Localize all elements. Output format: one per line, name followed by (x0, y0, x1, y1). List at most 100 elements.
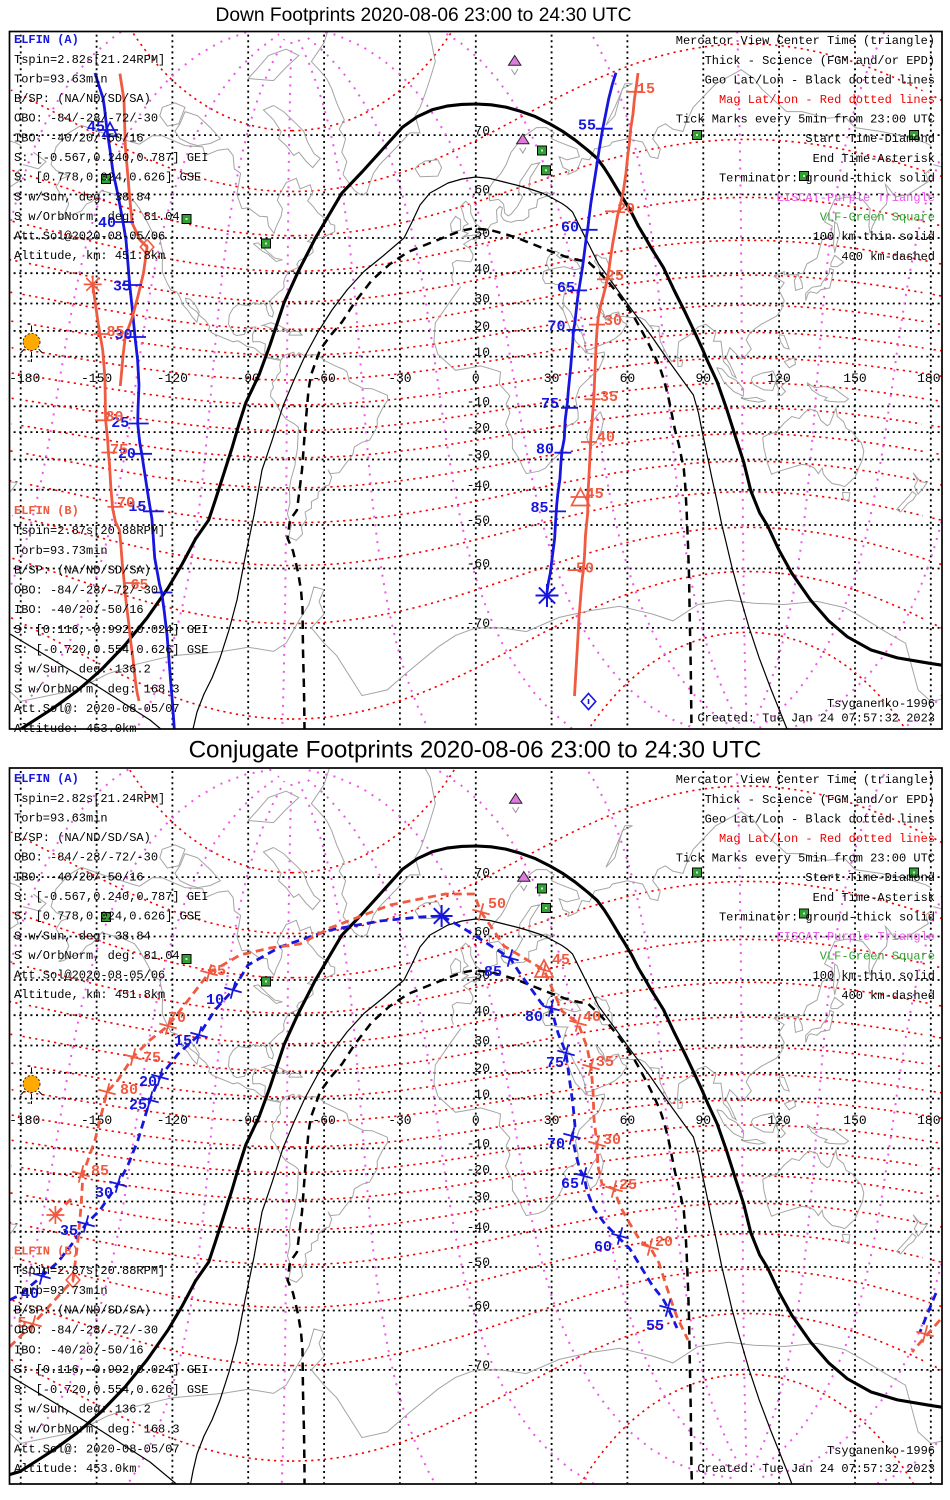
svg-text:-120: -120 (157, 1113, 188, 1128)
svg-text:Torb=93.73min: Torb=93.73min (14, 1284, 108, 1298)
svg-text:65: 65 (561, 1176, 579, 1193)
svg-text:55: 55 (646, 1318, 664, 1335)
svg-text:Att.Sol@: 2020-08-05/07: Att.Sol@: 2020-08-05/07 (14, 702, 180, 716)
svg-text:B/SP: (NA/ND/SD/SA): B/SP: (NA/ND/SD/SA) (14, 92, 151, 106)
svg-text:Tsyganenko-1996: Tsyganenko-1996 (827, 1444, 935, 1458)
svg-text:S w/Sun, deg: 136.2: S w/Sun, deg: 136.2 (14, 1403, 151, 1417)
svg-text:35: 35 (60, 1223, 78, 1240)
svg-text:End Time-Asterisk: End Time-Asterisk (813, 152, 935, 166)
svg-text:Mercator View Center Time (tri: Mercator View Center Time (triangle) (676, 34, 935, 48)
svg-text:30: 30 (114, 327, 132, 344)
svg-text:30: 30 (544, 371, 560, 386)
svg-text:75: 75 (143, 1050, 161, 1067)
svg-text:-30: -30 (467, 448, 490, 463)
svg-text:OBO: -84/-28/-72/-30: OBO: -84/-28/-72/-30 (14, 1324, 158, 1338)
svg-text:Down Footprints 2020-08-06 23:: Down Footprints 2020-08-06 23:00 to 24:3… (216, 5, 632, 26)
svg-text:55: 55 (578, 118, 596, 135)
svg-text:S w/Sun, deg: 38.84: S w/Sun, deg: 38.84 (14, 929, 151, 943)
svg-text:-60: -60 (312, 1113, 335, 1128)
svg-text:10: 10 (206, 992, 224, 1009)
svg-text:S w/OrbNorm, deg: 81.04: S w/OrbNorm, deg: 81.04 (14, 949, 180, 963)
svg-text:S: [-0.720,0.554,0.626] GSE: S: [-0.720,0.554,0.626] GSE (14, 643, 208, 657)
svg-text:100 km-thin solid: 100 km-thin solid (813, 969, 935, 983)
svg-text:End Time-Asterisk: End Time-Asterisk (813, 891, 935, 905)
svg-text:60: 60 (620, 371, 636, 386)
svg-text:60: 60 (474, 183, 490, 198)
svg-text:S: [0.778,0.024,0.626] GSE: S: [0.778,0.024,0.626] GSE (14, 910, 201, 924)
svg-text:60: 60 (620, 1113, 636, 1128)
svg-text:Conjugate Footprints 2020-08-0: Conjugate Footprints 2020-08-06 23:00 to… (189, 737, 762, 764)
svg-text:25: 25 (129, 1097, 147, 1114)
svg-text:-150: -150 (81, 1113, 112, 1128)
svg-text:Tick Marks every 5min from 23:: Tick Marks every 5min from 23:00 UTC (676, 113, 935, 127)
svg-text:50: 50 (474, 226, 490, 241)
svg-text:ELFIN (B): ELFIN (B) (14, 504, 79, 518)
svg-text:OBO: -84/-28/-72/-30: OBO: -84/-28/-72/-30 (14, 851, 158, 865)
svg-text:S: [-0.567,0.240,0.787] GEI: S: [-0.567,0.240,0.787] GEI (14, 890, 208, 904)
svg-text:25: 25 (606, 268, 624, 285)
svg-text:Tspin=2.82s[21.24RPM]: Tspin=2.82s[21.24RPM] (14, 53, 165, 67)
svg-text:-10: -10 (467, 395, 490, 410)
svg-text:40: 40 (474, 1003, 490, 1018)
svg-text:Torb=93.63min: Torb=93.63min (14, 811, 108, 825)
svg-text:20: 20 (474, 1061, 490, 1076)
svg-text:180: 180 (917, 371, 940, 386)
svg-text:25: 25 (111, 415, 129, 432)
svg-text:45: 45 (87, 119, 105, 136)
svg-text:15: 15 (637, 81, 655, 98)
svg-text:-50: -50 (467, 1255, 490, 1270)
svg-text:Att.Sol@: 2020-08-05/07: Att.Sol@: 2020-08-05/07 (14, 1442, 180, 1456)
svg-text:IBO: -40/20/-50/16: IBO: -40/20/-50/16 (14, 870, 144, 884)
svg-text:35: 35 (113, 279, 131, 296)
svg-text:60: 60 (474, 925, 490, 940)
svg-text:Geo Lat/Lon - Black dotted lin: Geo Lat/Lon - Black dotted lines (705, 812, 935, 826)
svg-text:150: 150 (843, 371, 866, 386)
svg-text:-60: -60 (312, 371, 335, 386)
svg-text:OBO: -84/-28/-72/-30: OBO: -84/-28/-72/-30 (14, 583, 158, 597)
svg-text:20: 20 (118, 446, 136, 463)
svg-text:70: 70 (547, 319, 565, 336)
svg-text:65: 65 (557, 280, 575, 297)
svg-text:50: 50 (576, 561, 594, 578)
svg-text:Altitude: 453.0km: Altitude: 453.0km (14, 1462, 136, 1476)
svg-text:B/SP: (NA/ND/SD/SA): B/SP: (NA/ND/SD/SA) (14, 831, 151, 845)
svg-text:80: 80 (105, 409, 123, 426)
svg-text:180: 180 (917, 1113, 940, 1128)
svg-text:85: 85 (484, 964, 502, 981)
svg-text:10: 10 (474, 1087, 490, 1102)
svg-text:Torb=93.73min: Torb=93.73min (14, 544, 108, 558)
svg-text:0: 0 (472, 1113, 480, 1128)
svg-text:-150: -150 (81, 371, 112, 386)
svg-text:Created: Tue Jan 24 07:57:32 2: Created: Tue Jan 24 07:57:32 2023 (697, 1462, 935, 1476)
svg-text:Tspin=2.87s[20.88RPM]: Tspin=2.87s[20.88RPM] (14, 1264, 165, 1278)
svg-text:-90: -90 (236, 1113, 259, 1128)
svg-text:Att.Sol@2020-08-05/06: Att.Sol@2020-08-05/06 (14, 230, 165, 244)
svg-text:35: 35 (600, 389, 618, 406)
svg-text:70: 70 (547, 1136, 565, 1153)
svg-text:Tspin=2.87s[20.88RPM]: Tspin=2.87s[20.88RPM] (14, 524, 165, 538)
svg-text:Torb=93.63min: Torb=93.63min (14, 72, 108, 86)
svg-text:40: 40 (583, 1009, 601, 1026)
svg-text:Tick Marks every 5min from 23:: Tick Marks every 5min from 23:00 UTC (676, 852, 935, 866)
svg-text:IBO: -40/20/-50/16: IBO: -40/20/-50/16 (14, 603, 144, 617)
svg-text:S: [-0.567,0.240,0.787] GEI: S: [-0.567,0.240,0.787] GEI (14, 151, 208, 165)
svg-text:Mag Lat/Lon - Red dotted lines: Mag Lat/Lon - Red dotted lines (719, 832, 935, 846)
svg-text:15: 15 (128, 499, 146, 516)
svg-text:40: 40 (21, 1286, 39, 1303)
svg-text:B/SP: (NA/ND/SD/SA): B/SP: (NA/ND/SD/SA) (14, 1304, 151, 1318)
svg-text:-30: -30 (388, 1113, 411, 1128)
svg-text:50: 50 (488, 896, 506, 913)
svg-text:Terminator: ground-thick solid: Terminator: ground-thick solid (719, 171, 935, 185)
svg-text:120: 120 (767, 1113, 790, 1128)
svg-text:60: 60 (561, 219, 579, 236)
svg-text:70: 70 (474, 123, 490, 138)
svg-text:20: 20 (474, 319, 490, 334)
svg-text:S: [-0.720,0.554,0.626] GSE: S: [-0.720,0.554,0.626] GSE (14, 1383, 208, 1397)
svg-text:OBO: -84/-28/-72/-30: OBO: -84/-28/-72/-30 (14, 112, 158, 126)
svg-text:-30: -30 (467, 1190, 490, 1205)
svg-text:20: 20 (655, 1234, 673, 1251)
svg-text:Altitude, km: 451.8km: Altitude, km: 451.8km (14, 988, 165, 1002)
svg-text:30: 30 (95, 1185, 113, 1202)
svg-text:VLF-Green Square: VLF-Green Square (820, 950, 935, 964)
svg-text:Thick - Science (FGM and/or EP: Thick - Science (FGM and/or EPD) (705, 793, 935, 807)
